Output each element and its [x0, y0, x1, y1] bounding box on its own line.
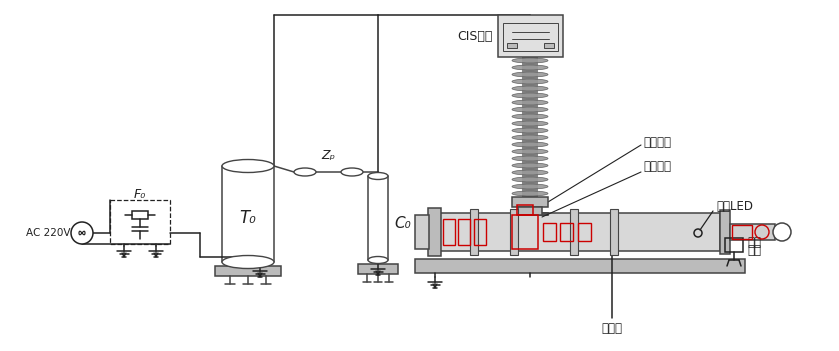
Circle shape: [71, 222, 93, 244]
Ellipse shape: [294, 168, 316, 176]
Bar: [507, 43, 517, 48]
Ellipse shape: [512, 135, 548, 140]
Text: AC 220V: AC 220V: [25, 228, 70, 238]
Bar: [110, 200, 170, 244]
Ellipse shape: [512, 142, 548, 147]
Text: 观察窗: 观察窗: [602, 322, 623, 335]
Ellipse shape: [512, 156, 548, 161]
Ellipse shape: [512, 72, 548, 77]
Ellipse shape: [512, 184, 548, 189]
Ellipse shape: [368, 257, 388, 264]
Ellipse shape: [222, 256, 274, 269]
Bar: [512, 215, 538, 249]
Bar: [498, 15, 563, 57]
Text: 运动: 运动: [747, 236, 761, 249]
Ellipse shape: [512, 128, 548, 133]
Text: T₀: T₀: [240, 209, 257, 227]
Ellipse shape: [512, 65, 548, 70]
Bar: [470, 209, 478, 255]
Ellipse shape: [512, 100, 548, 105]
Text: CIS平台: CIS平台: [457, 29, 493, 42]
Bar: [512, 197, 548, 207]
Bar: [358, 264, 398, 274]
Bar: [215, 266, 281, 276]
Bar: [510, 209, 518, 255]
Bar: [512, 213, 548, 215]
Ellipse shape: [222, 159, 274, 172]
Bar: [440, 213, 720, 251]
Ellipse shape: [512, 191, 548, 196]
Text: 相机: 相机: [747, 245, 761, 258]
Bar: [560, 223, 573, 241]
Text: Zₚ: Zₚ: [321, 150, 336, 163]
Bar: [544, 43, 554, 48]
Text: 转接腔体: 转接腔体: [643, 135, 671, 148]
Ellipse shape: [512, 149, 548, 154]
Bar: [730, 224, 775, 240]
Ellipse shape: [512, 121, 548, 126]
Bar: [522, 57, 538, 197]
Bar: [570, 209, 578, 255]
Ellipse shape: [512, 107, 548, 112]
Bar: [732, 225, 752, 239]
Bar: [517, 205, 533, 215]
Bar: [132, 211, 148, 219]
Ellipse shape: [368, 172, 388, 179]
Ellipse shape: [512, 93, 548, 98]
Bar: [720, 210, 730, 254]
Text: 强光LED: 强光LED: [716, 200, 753, 213]
Circle shape: [773, 223, 791, 241]
Ellipse shape: [512, 79, 548, 84]
Bar: [503, 23, 558, 51]
Bar: [458, 219, 470, 245]
Text: 实验腔体: 实验腔体: [643, 160, 671, 173]
Ellipse shape: [512, 58, 548, 63]
Bar: [543, 223, 556, 241]
Bar: [415, 259, 745, 273]
Text: C₀: C₀: [394, 216, 411, 231]
Bar: [610, 209, 618, 255]
Bar: [428, 208, 441, 256]
Bar: [518, 207, 542, 215]
Ellipse shape: [512, 170, 548, 175]
Ellipse shape: [512, 163, 548, 168]
Ellipse shape: [512, 86, 548, 91]
Bar: [725, 238, 743, 252]
Text: F₀: F₀: [134, 187, 146, 200]
Bar: [415, 215, 429, 249]
Ellipse shape: [512, 177, 548, 182]
Ellipse shape: [512, 114, 548, 119]
Bar: [443, 219, 455, 245]
Ellipse shape: [341, 168, 363, 176]
Bar: [578, 223, 591, 241]
Bar: [474, 219, 486, 245]
